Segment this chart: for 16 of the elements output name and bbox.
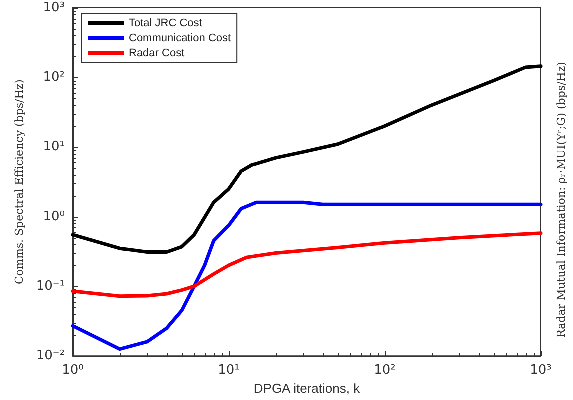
y-tick-label: 10⁰ xyxy=(43,209,65,224)
legend-label: Total JRC Cost xyxy=(129,18,202,30)
y2-axis-title: Radar Mutual Information: ρᵣ·MUI(Yʳ;G) (bps/Hz) xyxy=(555,62,568,338)
x-axis-title: DPGA iterations, k xyxy=(254,381,361,396)
y-tick-label: 10⁻¹ xyxy=(36,278,65,294)
legend-label: Communication Cost xyxy=(129,32,232,44)
x-tick-label: 10¹ xyxy=(218,363,240,378)
legend-label: Radar Cost xyxy=(129,48,185,60)
x-tick-label: 10² xyxy=(374,363,396,378)
y-tick-label: 10³ xyxy=(43,0,65,16)
y-axis-title: Comms. Spectral Efficiency (bps/Hz) xyxy=(13,80,26,285)
y-tick-label: 10² xyxy=(43,70,65,86)
x-tick-label: 10⁰ xyxy=(62,363,84,378)
y-tick-label: 10¹ xyxy=(43,140,65,155)
x-tick-label: 10³ xyxy=(530,363,552,378)
y-tick-label: 10⁻² xyxy=(36,348,65,364)
